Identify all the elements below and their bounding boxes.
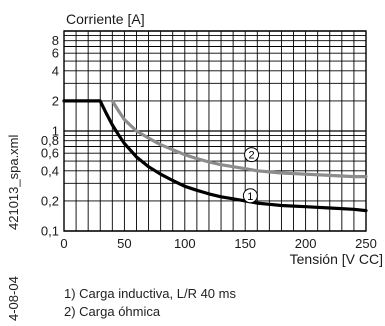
x-tick-label: 0 xyxy=(60,236,67,251)
plot-frame xyxy=(63,30,367,232)
y-tick-label: 6 xyxy=(52,46,59,61)
y-tick-label: 0,1 xyxy=(41,224,59,239)
series-line-1 xyxy=(62,99,368,213)
series-marker-2 xyxy=(244,147,260,163)
series-line-2 xyxy=(110,99,368,179)
series-layer: 21 xyxy=(62,99,368,213)
x-tick-label: 150 xyxy=(234,236,256,251)
series-marker-1 xyxy=(242,188,258,204)
x-tick-label: 250 xyxy=(355,236,377,251)
y-tick-label: 1 xyxy=(52,124,59,139)
x-tick-label: 200 xyxy=(295,236,317,251)
date-label: 4-08-04 xyxy=(6,276,21,321)
grid xyxy=(63,30,367,232)
y-tick-label: 4 xyxy=(52,63,59,78)
x-tick-label: 50 xyxy=(117,236,131,251)
labels: 0 50 100 150 200 2500,10,20,40,60,812468Corri… xyxy=(41,11,383,267)
series-marker-label-1: 1 xyxy=(247,191,253,203)
y-tick-label: 0,2 xyxy=(41,193,59,208)
y-axis-label: Corriente [A] xyxy=(66,11,145,27)
y-tick-label: 0,4 xyxy=(41,163,59,178)
legend-item-1: 1) Carga inductiva, L/R 40 ms xyxy=(64,286,236,301)
y-tick-label: 8 xyxy=(52,33,59,48)
legend-item-2: 2) Carga óhmica xyxy=(64,304,161,319)
y-tick-label: 0,8 xyxy=(41,133,59,148)
doc-id-label: 421013_spa.xml xyxy=(6,134,21,230)
series-marker-label-2: 2 xyxy=(249,150,255,162)
y-tick-label: 2 xyxy=(52,93,59,108)
y-tick-label: 0,6 xyxy=(41,146,59,161)
x-tick-label: 100 xyxy=(174,236,196,251)
x-axis-label: Tensión [V CC] xyxy=(290,251,383,267)
